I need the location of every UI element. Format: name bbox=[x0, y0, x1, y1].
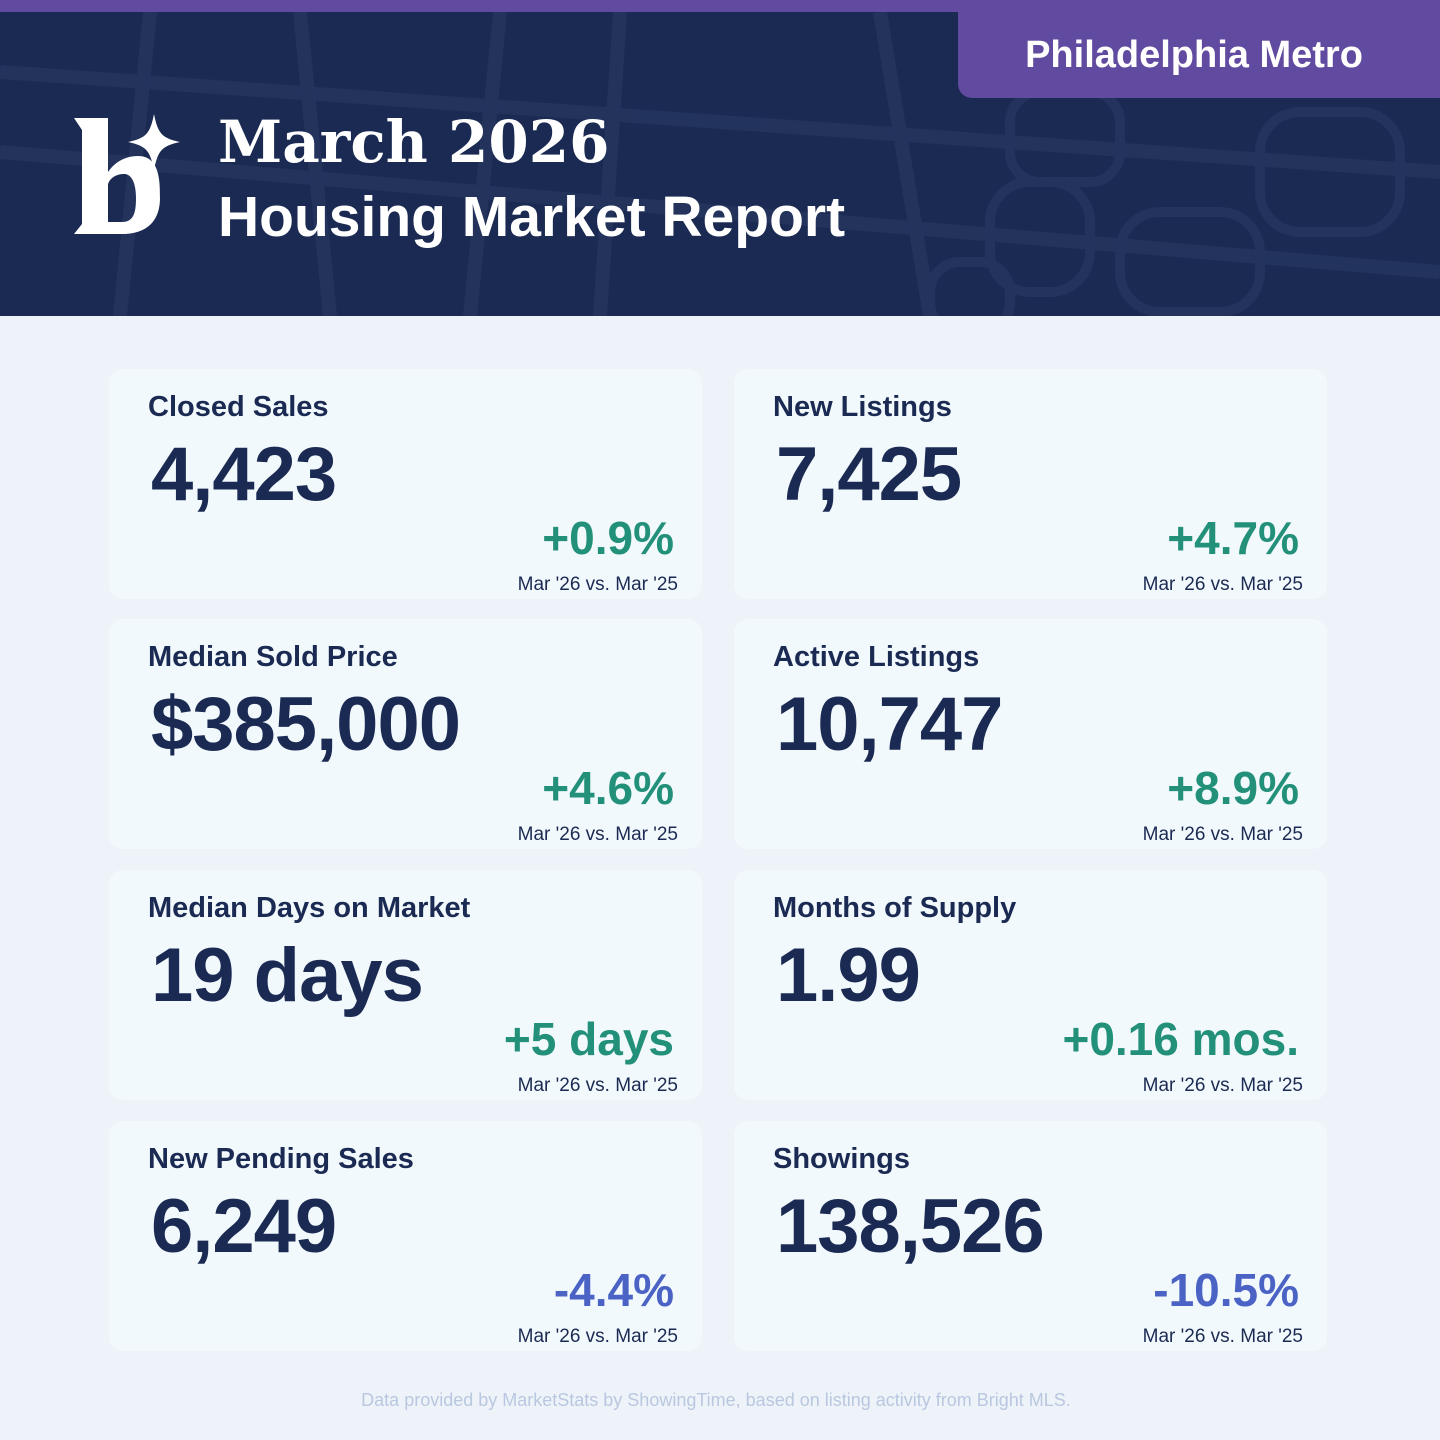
region-tab: Philadelphia Metro bbox=[958, 12, 1440, 98]
metric-value: 6,249 bbox=[151, 1184, 337, 1269]
metric-change: +0.16 mos. bbox=[1062, 1013, 1299, 1065]
card-showings: Showings 138,526 -10.5% Mar '26 vs. Mar … bbox=[734, 1121, 1327, 1351]
card-new-listings: New Listings 7,425 +4.7% Mar '26 vs. Mar… bbox=[734, 369, 1327, 599]
metric-value: 138,526 bbox=[776, 1184, 1045, 1269]
metric-label: Showings bbox=[773, 1143, 910, 1175]
metric-change: -10.5% bbox=[1153, 1264, 1299, 1316]
metric-label: Median Days on Market bbox=[148, 892, 471, 924]
card-months-of-supply: Months of Supply 1.99 +0.16 mos. Mar '26… bbox=[734, 870, 1327, 1100]
metric-change: +8.9% bbox=[1167, 762, 1299, 814]
report-title: Housing Market Report bbox=[218, 185, 846, 249]
metric-label: Median Sold Price bbox=[148, 641, 398, 673]
metric-period: Mar '26 vs. Mar '25 bbox=[517, 824, 678, 845]
metric-label: Closed Sales bbox=[148, 391, 329, 423]
metric-change: +4.7% bbox=[1167, 512, 1299, 564]
metric-change: +0.9% bbox=[542, 512, 674, 564]
report-header: Philadelphia Metro March 2026 Housing Ma… bbox=[0, 12, 1440, 316]
metric-period: Mar '26 vs. Mar '25 bbox=[1142, 1326, 1303, 1347]
metric-period: Mar '26 vs. Mar '25 bbox=[1142, 574, 1303, 595]
metric-label: Active Listings bbox=[773, 641, 980, 673]
card-active-listings: Active Listings 10,747 +8.9% Mar '26 vs.… bbox=[734, 619, 1327, 849]
card-closed-sales: Closed Sales 4,423 +0.9% Mar '26 vs. Mar… bbox=[109, 369, 702, 599]
card-median-days-on-market: Median Days on Market 19 days +5 days Ma… bbox=[109, 870, 702, 1100]
metric-change: +4.6% bbox=[542, 762, 674, 814]
metric-period: Mar '26 vs. Mar '25 bbox=[517, 574, 678, 595]
metric-value: $385,000 bbox=[151, 682, 461, 767]
metric-change: -4.4% bbox=[553, 1264, 674, 1316]
metric-value: 10,747 bbox=[776, 682, 1003, 767]
card-median-sold-price: Median Sold Price $385,000 +4.6% Mar '26… bbox=[109, 619, 702, 849]
metric-label: Months of Supply bbox=[773, 892, 1017, 924]
metric-label: New Listings bbox=[773, 391, 952, 423]
metric-value: 4,423 bbox=[151, 432, 337, 517]
map-pattern-background bbox=[0, 12, 1440, 316]
data-source-footer: Data provided by MarketStats by ShowingT… bbox=[361, 1390, 1071, 1410]
metric-period: Mar '26 vs. Mar '25 bbox=[517, 1326, 678, 1347]
metric-value: 1.99 bbox=[776, 933, 921, 1018]
card-new-pending-sales: New Pending Sales 6,249 -4.4% Mar '26 vs… bbox=[109, 1121, 702, 1351]
report-month-title: March 2026 bbox=[218, 108, 610, 176]
metric-period: Mar '26 vs. Mar '25 bbox=[517, 1075, 678, 1096]
top-accent-bar bbox=[0, 0, 1440, 12]
metric-period: Mar '26 vs. Mar '25 bbox=[1142, 1075, 1303, 1096]
metric-label: New Pending Sales bbox=[148, 1143, 414, 1175]
metric-period: Mar '26 vs. Mar '25 bbox=[1142, 824, 1303, 845]
b-sparkle-logo-icon bbox=[74, 114, 180, 234]
metric-change: +5 days bbox=[503, 1013, 674, 1065]
metric-value: 7,425 bbox=[776, 432, 962, 517]
metric-value: 19 days bbox=[151, 933, 424, 1018]
